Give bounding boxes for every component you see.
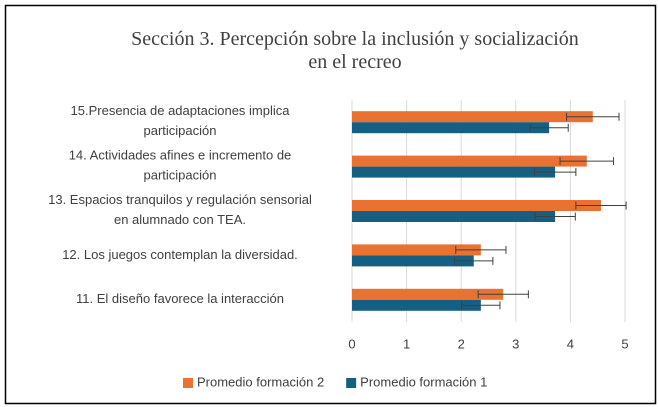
y-tick-label: 11. El diseño favorece la interacción — [76, 291, 284, 306]
y-tick-label: 14. Actividades afines e incremento de pa… — [69, 148, 292, 183]
error-bar — [559, 157, 615, 166]
error-bar — [566, 112, 620, 121]
x-tick-label: 1 — [403, 336, 410, 351]
error-bar — [455, 245, 507, 254]
x-tick-label: 5 — [621, 336, 628, 351]
legend-label: Promedio formación 1 — [360, 374, 487, 389]
error-bar — [534, 212, 576, 221]
error-bar — [533, 168, 577, 177]
error-bar — [477, 290, 529, 299]
error-bar — [575, 201, 627, 210]
chart-title: Sección 3. Percepción sobre la inclusión… — [131, 28, 579, 73]
legend-label: Promedio formación 2 — [197, 374, 324, 389]
bar — [352, 255, 474, 267]
y-tick-label: 15.Presencia de adaptaciones implica part… — [71, 104, 291, 139]
error-bar — [529, 123, 569, 132]
y-tick-label: 13. Espacios tranquilos y regulación sen… — [48, 192, 312, 227]
bar — [352, 166, 556, 178]
bar — [352, 122, 550, 134]
y-tick-label: 12. Los juegos contemplan la diversidad. — [62, 247, 298, 262]
bar — [352, 244, 481, 256]
bar — [352, 211, 556, 222]
error-bar — [461, 301, 501, 310]
bar — [352, 155, 587, 167]
bar — [352, 111, 593, 123]
bar — [352, 288, 504, 300]
x-tick-label: 4 — [567, 336, 574, 351]
bar — [352, 299, 481, 311]
x-tick-label: 0 — [348, 336, 355, 351]
error-bar — [454, 256, 494, 265]
bar — [352, 200, 601, 211]
legend-swatch — [346, 378, 357, 388]
x-tick-label: 3 — [512, 336, 519, 351]
legend-swatch — [183, 378, 193, 388]
x-tick-label: 2 — [458, 336, 465, 351]
